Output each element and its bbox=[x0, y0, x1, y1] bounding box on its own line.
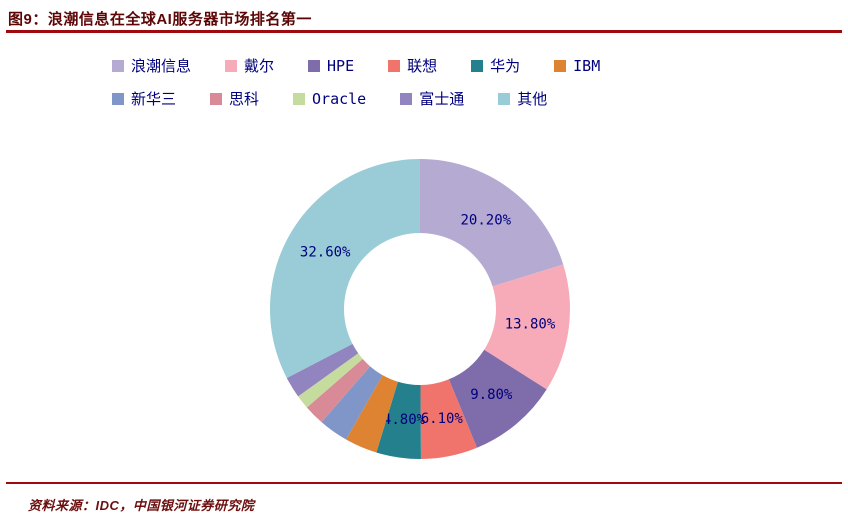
legend-label: 其他 bbox=[517, 90, 548, 108]
legend-label: 富士通 bbox=[419, 90, 465, 108]
legend-label: 华为 bbox=[490, 57, 521, 75]
legend-label: Oracle bbox=[312, 89, 367, 108]
legend-swatch bbox=[112, 59, 124, 72]
legend-row: 新华三 思科 Oracle 富士通 其他 bbox=[112, 88, 828, 109]
legend-swatch bbox=[471, 59, 484, 72]
legend-item-浪潮信息[interactable]: 浪潮信息 bbox=[112, 55, 191, 76]
pie-slice-IBM[interactable] bbox=[346, 375, 398, 453]
legend-item-HPE[interactable]: HPE bbox=[308, 57, 354, 75]
pie-slice-戴尔[interactable] bbox=[484, 264, 571, 390]
legend-item-思科[interactable]: 思科 bbox=[210, 88, 259, 109]
legend-label: 思科 bbox=[229, 90, 260, 108]
legend-label: 联想 bbox=[407, 57, 438, 75]
legend-label: 戴尔 bbox=[244, 57, 275, 75]
legend-swatch bbox=[225, 59, 238, 72]
legend-item-新华三[interactable]: 新华三 bbox=[112, 88, 176, 109]
pie-slice-浪潮信息[interactable] bbox=[420, 159, 564, 287]
legend-swatch bbox=[112, 92, 124, 105]
pie-slice-思科[interactable] bbox=[306, 358, 371, 423]
legend-label: HPE bbox=[327, 56, 355, 75]
top-divider bbox=[6, 30, 842, 33]
legend-label: 浪潮信息 bbox=[131, 57, 192, 75]
legend-item-其他[interactable]: 其他 bbox=[498, 88, 547, 109]
legend-swatch bbox=[210, 92, 223, 105]
legend-swatch bbox=[293, 92, 306, 105]
legend-item-IBM[interactable]: IBM bbox=[554, 57, 600, 75]
legend-item-富士通[interactable]: 富士通 bbox=[400, 88, 464, 109]
slice-label-戴尔: 13.80% bbox=[505, 317, 556, 333]
slice-label-浪潮信息: 20.20% bbox=[461, 213, 512, 229]
pie-slice-新华三[interactable] bbox=[321, 366, 383, 440]
pie-slice-Oracle[interactable] bbox=[298, 353, 363, 408]
chart-title: 图9：浪潮信息在全球AI服务器市场排名第一 bbox=[8, 11, 312, 28]
donut-chart: 20.20% 13.80% 9.80% 6.10%4.80% 32.60% bbox=[269, 159, 571, 460]
legend-swatch bbox=[308, 59, 321, 72]
slice-label-其他: 32.60% bbox=[300, 244, 351, 260]
legend-swatch bbox=[554, 59, 567, 72]
chart-legend: 浪潮信息 戴尔 HPE 联想 华为 IBM 新华三 思科 Oracle 富士通 其他 bbox=[112, 55, 828, 109]
pie-slice-华为[interactable] bbox=[376, 381, 421, 460]
legend-item-戴尔[interactable]: 戴尔 bbox=[225, 55, 274, 76]
pie-slice-联想[interactable] bbox=[420, 379, 477, 459]
pie-slice-HPE[interactable] bbox=[448, 349, 547, 448]
pie-slice-其他[interactable] bbox=[269, 159, 420, 378]
legend-swatch bbox=[400, 92, 413, 105]
legend-swatch bbox=[498, 92, 511, 105]
legend-label: 新华三 bbox=[131, 90, 177, 108]
source-text: 资料来源：IDC，中国银河证券研究院 bbox=[28, 498, 255, 513]
legend-swatch bbox=[388, 59, 401, 72]
slice-label-华为: 4.80% bbox=[383, 412, 426, 428]
legend-item-联想[interactable]: 联想 bbox=[388, 55, 437, 76]
legend-item-华为[interactable]: 华为 bbox=[471, 55, 520, 76]
slice-label-HPE: 9.80% bbox=[470, 387, 513, 403]
slice-label-联想: 6.10% bbox=[421, 411, 464, 427]
legend-label: IBM bbox=[573, 56, 601, 75]
legend-row: 浪潮信息 戴尔 HPE 联想 华为 IBM bbox=[112, 55, 828, 76]
pie-slice-富士通[interactable] bbox=[286, 343, 359, 397]
legend-item-Oracle[interactable]: Oracle bbox=[293, 90, 366, 108]
bottom-divider bbox=[6, 482, 842, 484]
